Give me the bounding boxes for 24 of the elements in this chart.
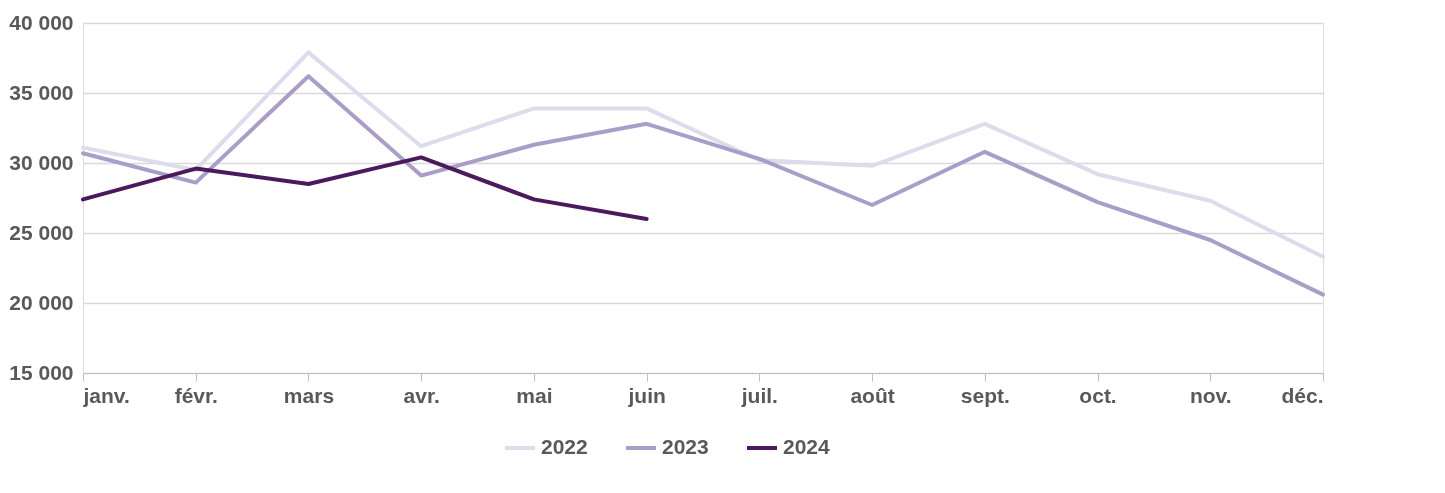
line-series xyxy=(81,74,1325,297)
line-series xyxy=(81,155,649,221)
legend-label: 2024 xyxy=(783,435,831,458)
x-tick-label: mars xyxy=(283,383,335,407)
y-tick-label: 40 000 xyxy=(9,10,74,34)
x-tick-label: févr. xyxy=(174,383,218,407)
line-series xyxy=(81,50,1325,259)
x-tick-label: janv. xyxy=(82,383,130,407)
y-tick-label: 20 000 xyxy=(9,290,74,314)
x-tick-label: avr. xyxy=(403,383,440,407)
x-tick-label: août xyxy=(850,383,895,407)
x-tick-label: mai xyxy=(516,383,553,407)
legend-label: 2022 xyxy=(541,435,588,458)
x-tick-label: déc. xyxy=(1281,383,1324,407)
x-tick-label: oct. xyxy=(1079,383,1117,407)
x-tick-label: nov. xyxy=(1189,383,1232,407)
legend-label: 2023 xyxy=(662,435,709,458)
x-tick-label: juin xyxy=(627,383,666,407)
y-tick-label: 15 000 xyxy=(9,360,74,384)
y-tick-label: 35 000 xyxy=(9,80,74,104)
y-tick-label: 30 000 xyxy=(9,150,74,174)
x-tick-label: sept. xyxy=(960,383,1010,407)
y-tick-label: 25 000 xyxy=(9,220,74,244)
x-tick-label: juil. xyxy=(740,383,778,407)
